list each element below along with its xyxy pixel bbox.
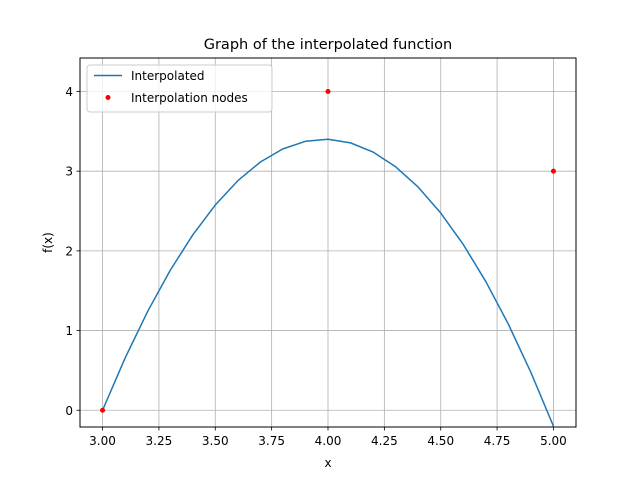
chart-title: Graph of the interpolated function bbox=[204, 37, 453, 53]
x-tick-label: 4.00 bbox=[315, 434, 342, 448]
legend-label-nodes: Interpolation nodes bbox=[131, 91, 248, 105]
y-tick-label: 4 bbox=[65, 85, 73, 99]
x-tick-label: 5.00 bbox=[540, 434, 567, 448]
y-tick-label: 2 bbox=[65, 244, 73, 258]
legend-label-interpolated: Interpolated bbox=[131, 69, 205, 83]
x-tick-label: 3.25 bbox=[146, 434, 173, 448]
y-axis-label: f(x) bbox=[41, 232, 55, 253]
y-tick-label: 3 bbox=[65, 165, 73, 179]
x-tick-label: 4.25 bbox=[371, 434, 398, 448]
interpolation-node-point bbox=[100, 407, 106, 413]
x-tick-label: 4.75 bbox=[484, 434, 511, 448]
series-layer bbox=[100, 88, 556, 427]
x-tick-label: 3.50 bbox=[202, 434, 229, 448]
interpolation-node-point bbox=[325, 88, 331, 94]
y-tick-label: 0 bbox=[65, 404, 73, 418]
x-tick-label: 3.75 bbox=[258, 434, 285, 448]
series-line-interpolated bbox=[101, 138, 555, 427]
y-tick-label: 1 bbox=[65, 324, 73, 338]
interpolation-node-point bbox=[550, 168, 556, 174]
x-tick-label: 3.00 bbox=[89, 434, 116, 448]
x-axis-label: x bbox=[324, 456, 331, 470]
legend: Interpolated Interpolation nodes bbox=[86, 64, 273, 113]
y-axis-ticks: 0 1 2 3 4 bbox=[65, 85, 80, 418]
legend-swatch-nodes bbox=[105, 95, 111, 100]
legend-box bbox=[86, 64, 273, 113]
x-axis-ticks: 3.00 3.25 3.50 3.75 4.00 4.25 4.50 4.75 5.00 bbox=[89, 427, 567, 448]
x-tick-label: 4.50 bbox=[427, 434, 454, 448]
